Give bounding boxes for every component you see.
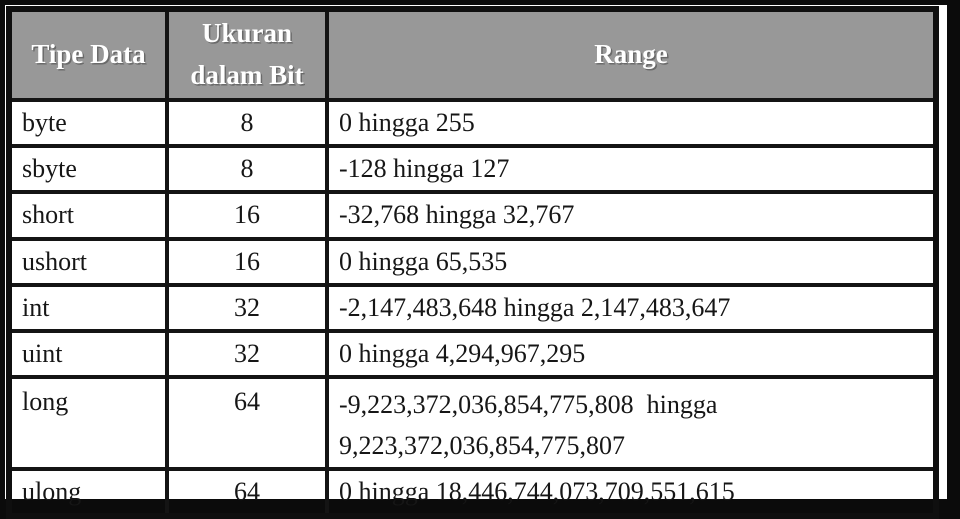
scanned-page: Tipe Data Ukuran dalam Bit Range byte 8 …	[5, 5, 947, 499]
bits-cell: 32	[167, 285, 327, 331]
column-header-ukuran-dalam-bit: Ukuran dalam Bit	[167, 9, 327, 100]
range-cell: -128 hingga 127	[327, 146, 936, 192]
type-cell: long	[9, 377, 167, 469]
table-header-row: Tipe Data Ukuran dalam Bit Range	[9, 9, 936, 100]
data-type-range-table: Tipe Data Ukuran dalam Bit Range byte 8 …	[6, 6, 939, 519]
bits-cell: 16	[167, 192, 327, 238]
range-cell: 0 hingga 4,294,967,295	[327, 331, 936, 377]
bits-cell: 8	[167, 100, 327, 146]
bits-cell: 8	[167, 146, 327, 192]
table-row-long: long 64 -9,223,372,036,854,775,808 hingg…	[9, 377, 936, 469]
bits-cell: 64	[167, 377, 327, 469]
range-cell: -2,147,483,648 hingga 2,147,483,647	[327, 285, 936, 331]
table-row-uint: uint 32 0 hingga 4,294,967,295	[9, 331, 936, 377]
range-cell: -9,223,372,036,854,775,808 hingga 9,223,…	[327, 377, 936, 469]
table-row-sbyte: sbyte 8 -128 hingga 127	[9, 146, 936, 192]
type-cell: int	[9, 285, 167, 331]
type-cell: sbyte	[9, 146, 167, 192]
type-cell: byte	[9, 100, 167, 146]
bits-cell: 16	[167, 239, 327, 285]
type-cell: short	[9, 192, 167, 238]
table-row-byte: byte 8 0 hingga 255	[9, 100, 936, 146]
range-cell: 0 hingga 255	[327, 100, 936, 146]
column-header-tipe-data: Tipe Data	[9, 9, 167, 100]
range-cell: 0 hingga 65,535	[327, 239, 936, 285]
range-cell: 0 hingga 18,446,744,073,709,551,615	[327, 469, 936, 516]
type-cell: uint	[9, 331, 167, 377]
type-cell: ulong	[9, 469, 167, 516]
type-cell: ushort	[9, 239, 167, 285]
table-row-ushort: ushort 16 0 hingga 65,535	[9, 239, 936, 285]
table-row-ulong: ulong 64 0 hingga 18,446,744,073,709,551…	[9, 469, 936, 516]
table-row-int: int 32 -2,147,483,648 hingga 2,147,483,6…	[9, 285, 936, 331]
table-row-short: short 16 -32,768 hingga 32,767	[9, 192, 936, 238]
column-header-range: Range	[327, 9, 936, 100]
bits-cell: 64	[167, 469, 327, 516]
range-cell: -32,768 hingga 32,767	[327, 192, 936, 238]
bits-cell: 32	[167, 331, 327, 377]
